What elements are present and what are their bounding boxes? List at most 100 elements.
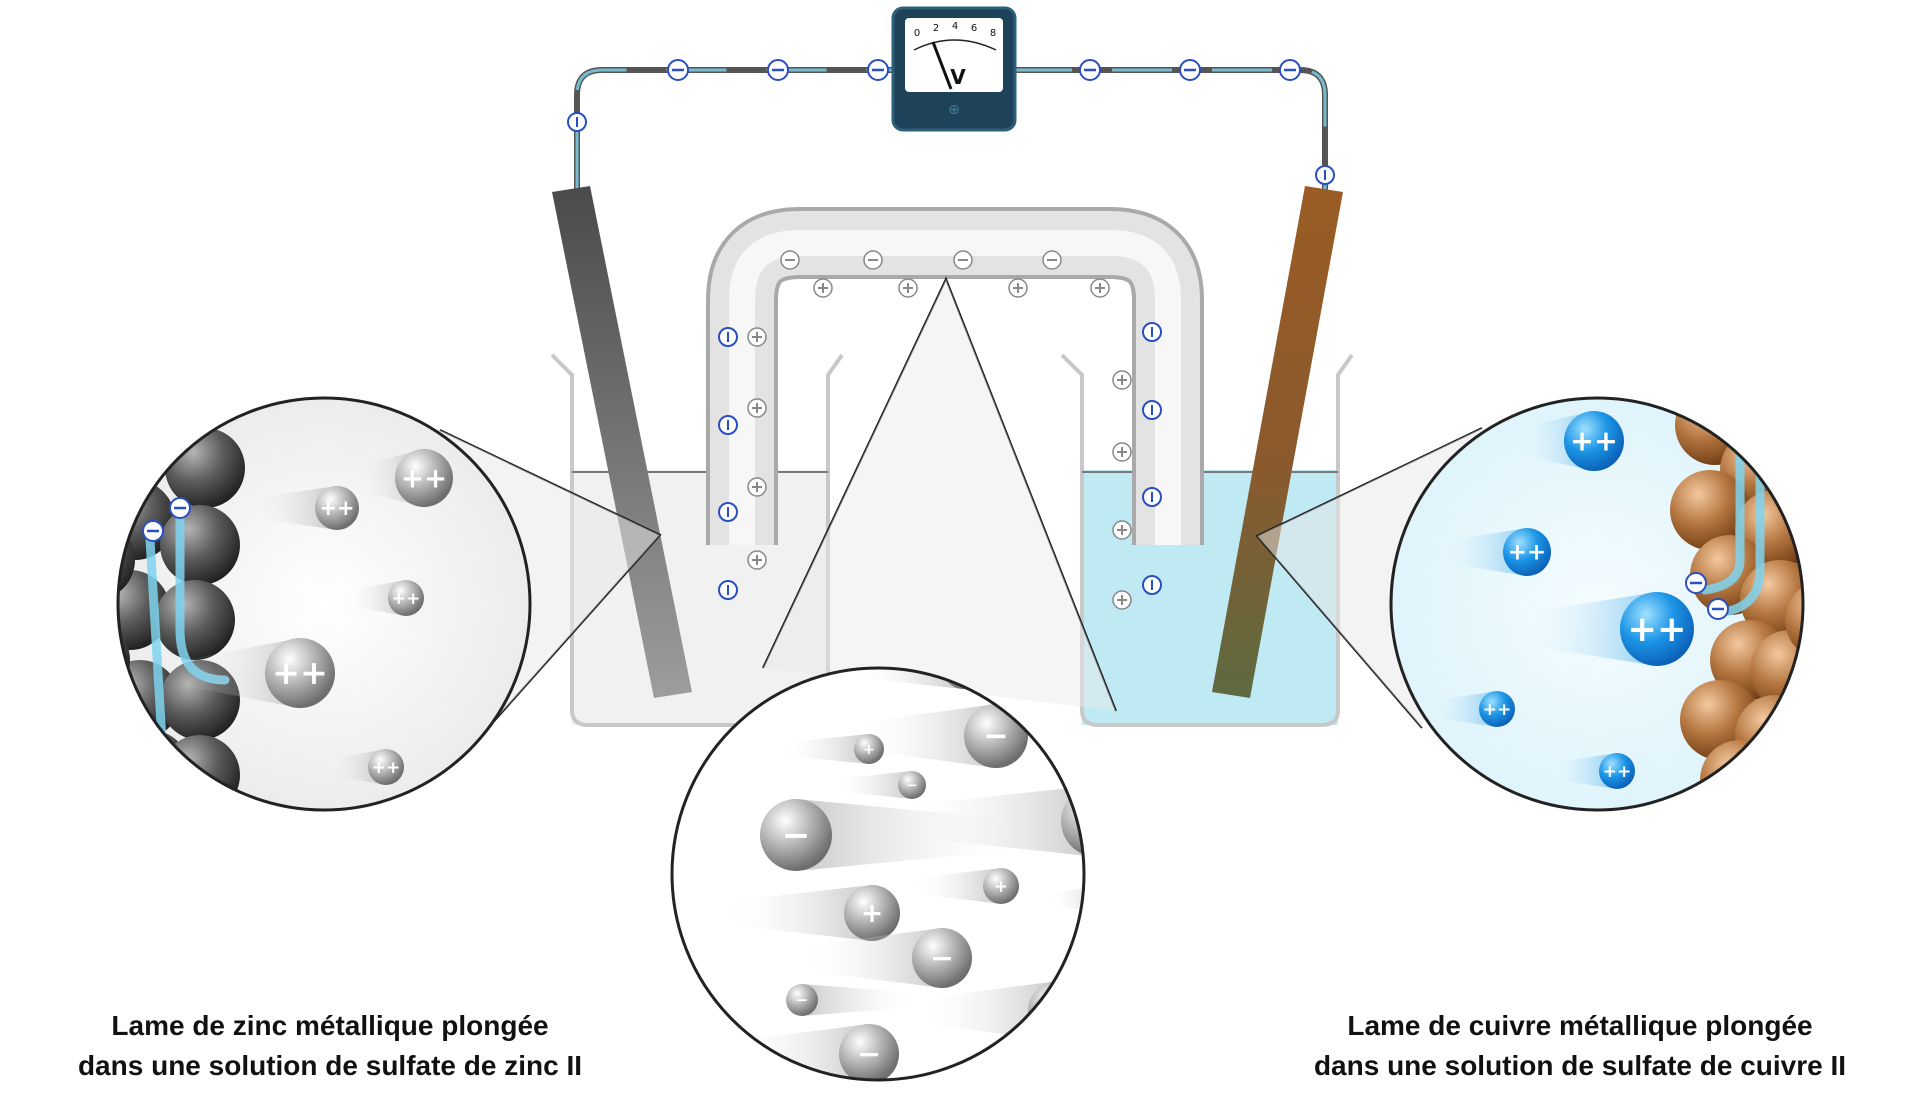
copper-ion-label: ++ (1628, 609, 1687, 650)
voltmeter: 0 2 4 6 8 V ⊕ (891, 6, 1017, 132)
copper-zoom-circle: ++ ++ ++ ++ ++ (1389, 396, 1805, 812)
svg-text:0: 0 (914, 28, 920, 39)
copper-ion: ++ (1514, 411, 1624, 471)
caption-copper: Lame de cuivre métallique plongée dans u… (1230, 1006, 1920, 1086)
wire-electron (1179, 59, 1201, 81)
bridge-zoom-cation: + (722, 885, 900, 941)
zinc-ion: ++ (247, 486, 359, 530)
wire-electron (1279, 59, 1301, 81)
zinc-atom (118, 425, 150, 505)
copper-atom (1675, 398, 1755, 465)
bridge-zoom-anion-label: − (857, 1038, 881, 1071)
bridge-anion-right (1142, 400, 1162, 420)
copper-atom (1750, 630, 1803, 710)
voltmeter-scale: 0 2 4 6 8 (914, 21, 996, 39)
bridge-anion-left (718, 415, 738, 435)
bridge-cation-left (747, 477, 767, 497)
zinc-atom (160, 735, 240, 810)
bridge-zoom-anion-label: − (1102, 892, 1113, 907)
bridge-anion-right (1142, 575, 1162, 595)
copper-atom (1780, 460, 1803, 540)
zinc-ion: ++ (190, 638, 335, 708)
zinc-ion-label: ++ (319, 496, 354, 520)
zinc-atom (155, 580, 235, 660)
bridge-zoom-anion: − (802, 928, 972, 988)
bridge-cation-left (747, 550, 767, 570)
bridge-cation-right (1112, 590, 1132, 610)
zinc-ion: ++ (346, 580, 424, 616)
bridge-cation-right (1112, 370, 1132, 390)
bridge-zoom-cation-label: + (863, 742, 875, 758)
zinc-atom (118, 620, 130, 700)
bridge-zoom-anion: − (786, 984, 922, 1016)
svg-text:2: 2 (933, 23, 939, 34)
bridge-cation-right (1112, 520, 1132, 540)
bridge-cation (1090, 278, 1110, 298)
caption-copper-line-1: Lame de cuivre métallique plongée (1347, 1010, 1813, 1041)
zinc-zoom-circle: ++ ++ ++ ++ ++ (116, 396, 532, 812)
zinc-ion-label: ++ (372, 758, 401, 778)
caption-zinc-line-1: Lame de zinc métallique plongée (111, 1010, 549, 1041)
bridge-anion (1042, 250, 1062, 270)
bridge-cation-left (747, 327, 767, 347)
bridge-cation (813, 278, 833, 298)
bridge-anion-left (718, 502, 738, 522)
svg-text:4: 4 (952, 21, 958, 32)
copper-zoom-electron (1707, 598, 1729, 620)
bridge-anion-left (718, 327, 738, 347)
wire-electron (667, 59, 689, 81)
bridge-anion (780, 250, 800, 270)
zinc-ion-label: ++ (392, 589, 421, 609)
zinc-ion: ++ (326, 749, 404, 785)
voltmeter-needle (931, 41, 953, 90)
bridge-zoom-anion-label: − (906, 778, 917, 793)
wire-electrons (567, 59, 1335, 185)
copper-electron-path (1700, 435, 1765, 617)
bridge-zoom-anion-label: − (983, 719, 1008, 754)
bridge-anion (953, 250, 973, 270)
bridge-zoom-anion-label: − (782, 816, 811, 856)
zinc-atom (160, 505, 240, 585)
copper-atom (1670, 470, 1750, 550)
copper-ion: ++ (1547, 753, 1635, 789)
zinc-ions: ++ ++ ++ ++ ++ (190, 449, 453, 785)
wire-electron (567, 112, 587, 132)
bridge-zoom-cation-label: + (1083, 802, 1112, 842)
zinc-atom (165, 428, 245, 508)
caption-copper-line-2: dans une solution de sulfate de cuivre I… (1313, 1050, 1847, 1081)
copper-atom (1790, 670, 1803, 750)
bridge-zoom-anion: − (856, 704, 1028, 768)
bridge-zoom-anion-label: − (796, 991, 809, 1009)
zinc-ion-label: ++ (401, 462, 447, 494)
voltmeter-unit: V (950, 65, 966, 89)
salt-bridge (706, 207, 1204, 545)
copper-electrode (1212, 186, 1343, 698)
wire-electron (1079, 59, 1101, 81)
bridge-cation (898, 278, 918, 298)
bridge-zoom-anion-label: − (930, 942, 954, 975)
zinc-ion: ++ (354, 449, 453, 507)
bridge-anion-left (718, 580, 738, 600)
copper-ion-label: ++ (1603, 762, 1632, 782)
bridge-anion-right (1142, 487, 1162, 507)
copper-ion: ++ (1517, 592, 1694, 666)
bridge-zoom-cation-label: + (994, 877, 1008, 897)
bridge-anion (863, 250, 883, 270)
bridge-cation-left (747, 398, 767, 418)
copper-zoom-electron (1685, 572, 1707, 594)
copper-ions: ++ ++ ++ ++ ++ (1427, 411, 1694, 789)
svg-text:6: 6 (971, 23, 977, 34)
caption-zinc-line-2: dans une solution de sulfate de zinc II (77, 1050, 583, 1081)
wire-electron (767, 59, 789, 81)
bridge-anion-right (1142, 322, 1162, 342)
zinc-ion-label: ++ (272, 653, 328, 692)
copper-ion: ++ (1427, 691, 1515, 727)
bridge-zoom-cation-label: + (1046, 995, 1070, 1028)
zoom-electrons (142, 497, 1729, 620)
bridge-cation (1008, 278, 1028, 298)
zinc-zoom-electron (169, 497, 191, 519)
copper-ion-label: ++ (1483, 700, 1512, 720)
copper-ion-label: ++ (1508, 540, 1546, 566)
zinc-atom (118, 700, 140, 780)
